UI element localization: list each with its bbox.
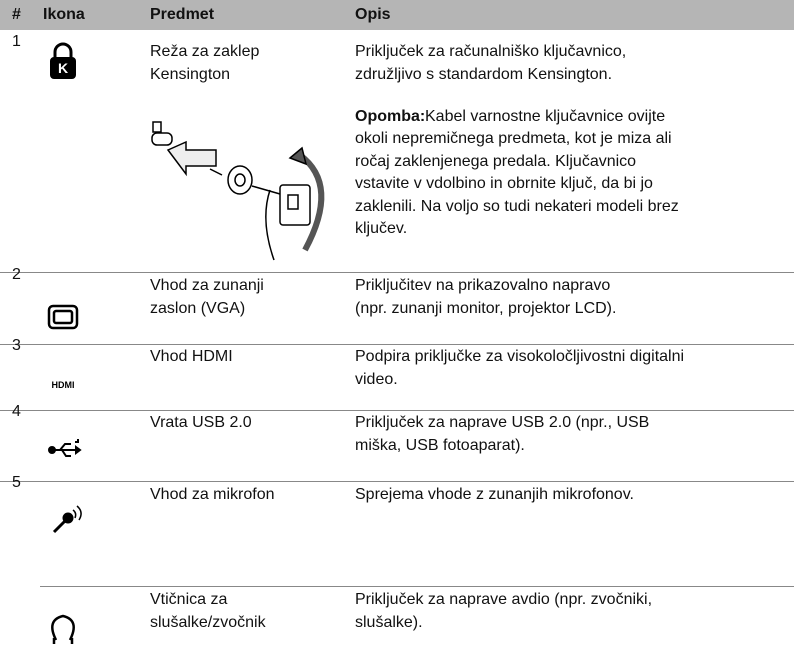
- item-text: Vhod HDMI: [150, 348, 233, 365]
- item-text: zaslon (VGA): [150, 299, 246, 317]
- header-cell: Opis: [355, 6, 391, 23]
- description-text: Priključek za naprave avdio (npr. zvočni…: [355, 591, 653, 608]
- item-text: Vhod za zunanji: [150, 277, 264, 294]
- svg-text:K: K: [58, 60, 68, 76]
- header-cell: #: [12, 6, 21, 23]
- kensington-illustration: [151, 121, 325, 261]
- row-separator: [0, 481, 794, 482]
- description-text: slušalke).: [355, 613, 423, 631]
- description-text: video.: [355, 370, 398, 388]
- row-number: 1: [12, 33, 21, 50]
- row-number: 5: [12, 474, 21, 491]
- row-number: 3: [12, 337, 21, 354]
- item-text: slušalke/zvočnik: [150, 613, 266, 631]
- headphones-icon: [51, 614, 75, 644]
- note-label: Opomba:: [355, 107, 426, 125]
- row-number: 4: [12, 403, 21, 420]
- description-text: Sprejema vhode z zunanjih mikrofonov.: [355, 486, 634, 503]
- row-number: 2: [12, 266, 21, 283]
- kensington-icon: K: [50, 42, 76, 79]
- item-text: Reža za zaklep: [150, 43, 260, 60]
- note-text: ključev.: [355, 220, 408, 237]
- row-separator: [40, 586, 794, 587]
- note-text: zaklenili. Na voljo so tudi nekateri mod…: [355, 197, 679, 215]
- description-text: Priključitev na prikazovalno napravo: [355, 277, 611, 294]
- row-separator: [0, 272, 794, 273]
- item-text: Vhod za mikrofon: [150, 486, 275, 503]
- header-bar: [0, 0, 794, 30]
- note-text: Kabel varnostne ključavnice ovijte: [425, 107, 666, 125]
- header-cell: Ikona: [43, 6, 85, 23]
- description-text: Podpira priključke za visokoločljivostni…: [355, 348, 685, 365]
- description-text: miška, USB fotoaparat).: [355, 436, 525, 454]
- item-text: Kensington: [150, 65, 231, 83]
- description-text: Priključek za računalniško ključavnico,: [355, 43, 627, 60]
- item-text: Vrata USB 2.0: [150, 414, 252, 431]
- row-separator: [0, 410, 794, 411]
- item-text: Vtičnica za: [150, 591, 228, 608]
- note-text: vstavite v vdolbino in obrnite ključ, da…: [355, 175, 653, 192]
- hdmi-icon: HDMI: [52, 380, 75, 390]
- header-cell: Predmet: [150, 6, 215, 23]
- description-text: združljivo s standardom Kensington.: [355, 65, 613, 83]
- usb-icon: [48, 439, 82, 457]
- microphone-icon: [52, 505, 82, 534]
- note-text: okoli nepremičnega predmeta, kot je miza…: [355, 130, 672, 147]
- vga-icon: [47, 304, 79, 330]
- description-text: Priključek za naprave USB 2.0 (npr., USB: [355, 414, 650, 431]
- row-separator: [0, 344, 794, 345]
- description-text: (npr. zunanji monitor, projektor LCD).: [355, 299, 617, 317]
- note-text: ročaj zaklenjenega predala. Ključavnico: [355, 152, 637, 170]
